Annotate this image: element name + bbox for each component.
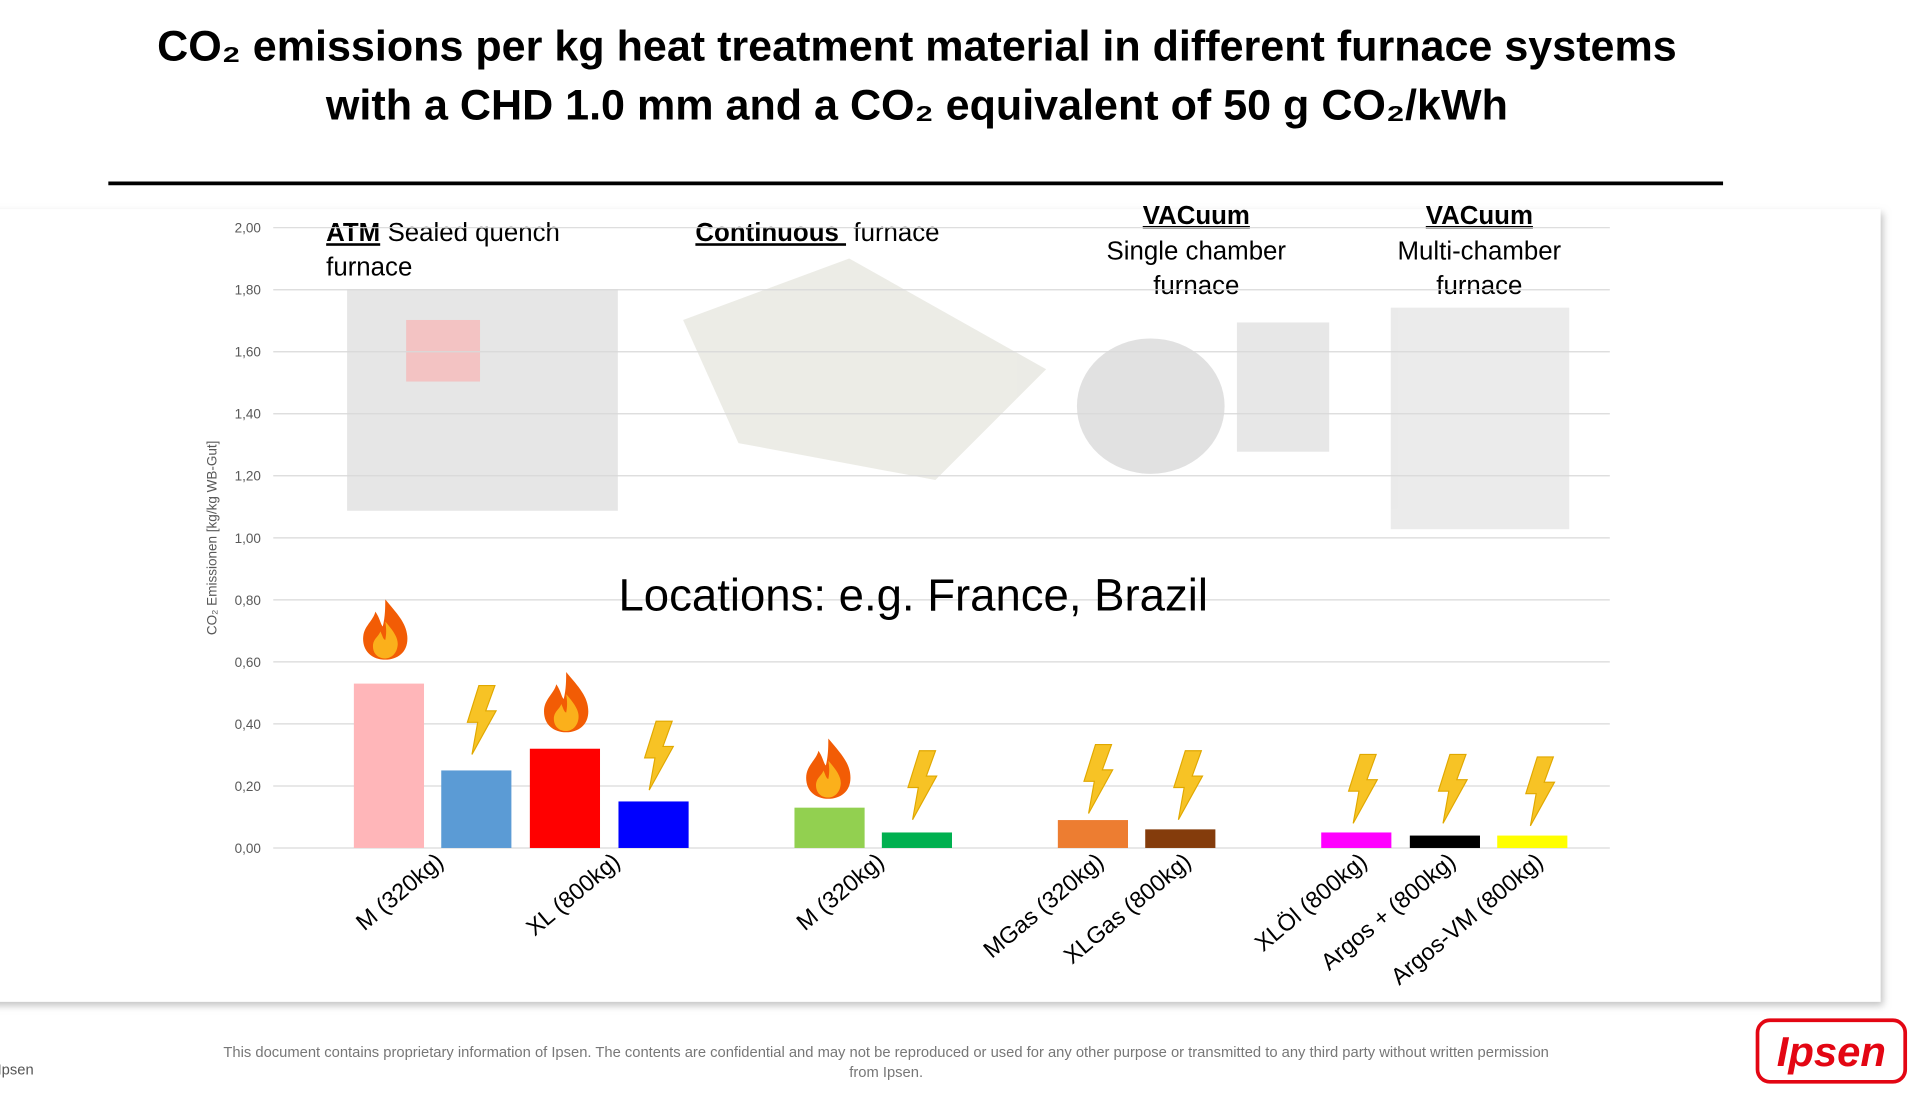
bar bbox=[1057, 820, 1128, 848]
footer-text: This document contains proprietary infor… bbox=[223, 1045, 1548, 1061]
bar bbox=[1321, 832, 1392, 848]
section-bold: VACuum bbox=[1426, 202, 1533, 230]
section-text: Multi-chamber bbox=[1398, 238, 1562, 266]
title-line: with a CHD 1.0 mm and a CO₂ equivalent o… bbox=[325, 81, 1508, 129]
section-text: Sealed quench bbox=[388, 219, 560, 247]
section-text: furnace bbox=[326, 254, 412, 282]
y-tick-label: 2,00 bbox=[235, 221, 261, 236]
bar bbox=[353, 683, 425, 848]
section-text: furnace bbox=[853, 219, 939, 247]
y-tick-label: 1,80 bbox=[235, 283, 261, 298]
section-text: furnace bbox=[1436, 272, 1522, 300]
y-tick-label: 0,40 bbox=[235, 717, 261, 732]
atm-furnace-detail bbox=[406, 319, 481, 382]
bar bbox=[441, 770, 512, 848]
logo: Ipsen bbox=[1777, 1028, 1886, 1075]
chart-panel bbox=[0, 209, 1881, 1002]
vacuum-multi-image bbox=[1390, 307, 1570, 530]
section-heading: Continuous furnace bbox=[695, 219, 939, 247]
section-bold: Continuous bbox=[695, 219, 846, 247]
logo-frame bbox=[1755, 1018, 1908, 1084]
y-tick-label: 1,00 bbox=[235, 531, 261, 546]
y-tick-label: 0,80 bbox=[235, 593, 261, 608]
y-tick-label: 0,20 bbox=[235, 779, 261, 794]
bar bbox=[529, 748, 601, 848]
title: CO₂ emissions per kg heat treatment mate… bbox=[157, 22, 1677, 129]
vacuum-single-detail bbox=[1236, 322, 1330, 452]
atm-furnace-image bbox=[347, 289, 618, 511]
section-heading: ATM Sealed quench furnace bbox=[326, 219, 560, 281]
y-tick-label: 1,20 bbox=[235, 469, 261, 484]
bar bbox=[618, 801, 689, 848]
y-axis-label: CO₂ Emissionen [kg/kg WB-Gut] bbox=[205, 441, 220, 636]
furnace-images bbox=[347, 258, 1570, 530]
bar bbox=[881, 832, 953, 848]
section-text: furnace bbox=[1153, 272, 1239, 300]
bar bbox=[1497, 835, 1568, 848]
continuous-furnace-image bbox=[683, 258, 1047, 480]
bar bbox=[1409, 835, 1480, 848]
footer-text: from Ipsen. bbox=[849, 1065, 923, 1081]
y-tick-label: 1,60 bbox=[235, 345, 261, 360]
y-tick-label: 0,60 bbox=[235, 655, 261, 670]
bar bbox=[1145, 829, 1216, 848]
footer-left: Ipsen bbox=[0, 1062, 34, 1078]
y-tick-label: 0,00 bbox=[235, 841, 261, 856]
vacuum-single-image bbox=[1076, 338, 1225, 474]
bar bbox=[794, 807, 865, 848]
section-bold: VACuum bbox=[1143, 202, 1250, 230]
note: Locations: e.g. France, Brazil bbox=[618, 569, 1207, 620]
section-text: Single chamber bbox=[1107, 238, 1287, 266]
title-line: CO₂ emissions per kg heat treatment mate… bbox=[157, 22, 1677, 70]
y-tick-label: 1,40 bbox=[235, 407, 261, 422]
section-bold: ATM bbox=[326, 219, 380, 247]
